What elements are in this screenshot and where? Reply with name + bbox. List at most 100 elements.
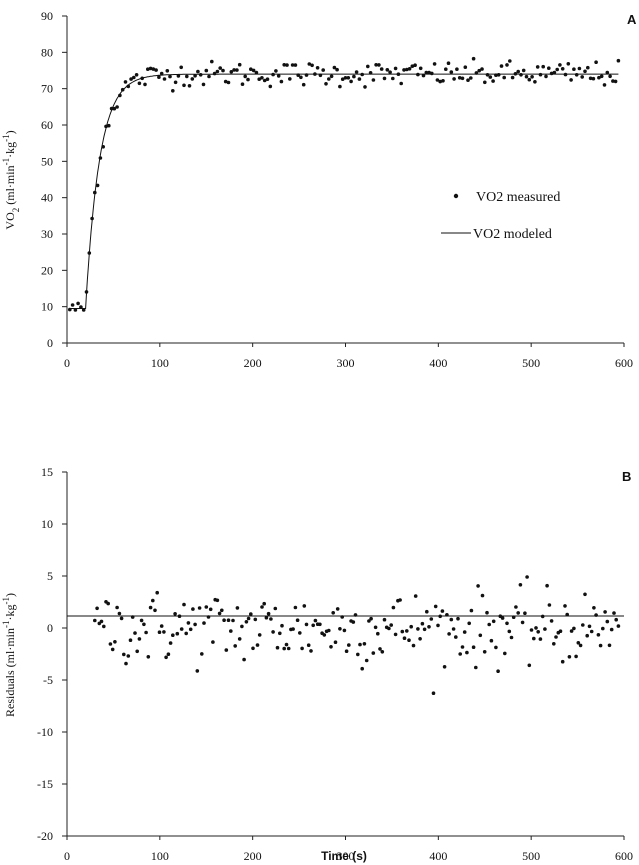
panel-a-x-tick-label: 300 — [337, 356, 355, 370]
residual-point — [110, 647, 115, 652]
vo2-measured-point — [363, 85, 367, 89]
vo2-measured-point — [240, 82, 245, 86]
vo2-measured-point — [463, 65, 468, 69]
vo2-measured-point — [254, 70, 259, 75]
vo2-measured-point — [274, 69, 278, 73]
panel-b-y-tick-label: 10 — [41, 517, 53, 531]
vo2-measured-point — [165, 69, 170, 73]
residual-point — [458, 652, 463, 656]
vo2-measured-point — [143, 82, 147, 87]
vo2-measured-point — [168, 74, 172, 79]
vo2-measured-point — [212, 71, 217, 76]
vo2-measured-point — [388, 70, 392, 74]
legend: VO2 measured VO2 modeled — [441, 190, 560, 242]
residual-point — [233, 644, 237, 648]
residual-point — [333, 640, 338, 644]
residual-point — [266, 611, 271, 616]
residual-point — [451, 627, 456, 631]
vo2-measured-point — [580, 75, 584, 79]
vo2-measured-point — [140, 76, 144, 81]
vo2-measured-point — [262, 78, 267, 83]
residual-point — [139, 618, 144, 623]
vo2-measured-point — [338, 84, 342, 89]
vo2-measured-point — [237, 62, 242, 67]
residual-point — [253, 617, 258, 622]
panel-a-y-tick-label: 10 — [41, 300, 53, 314]
vo2-measured-point — [137, 81, 142, 86]
vo2-measured-point — [251, 68, 256, 73]
residual-point — [208, 607, 213, 612]
residual-point — [427, 625, 431, 629]
vo2-measured-point — [190, 77, 195, 81]
vo2-measured-point — [577, 66, 582, 71]
residual-point — [480, 593, 485, 598]
vo2-measured-point — [268, 84, 273, 89]
residual-point — [235, 606, 240, 610]
vo2-measured-point — [260, 76, 264, 80]
vo2-measured-point — [198, 73, 203, 77]
vo2-measured-point — [379, 67, 384, 71]
residual-point — [500, 616, 505, 620]
residual-point — [409, 624, 414, 629]
residual-point — [153, 608, 157, 613]
residual-point — [126, 654, 131, 658]
panel-b-y-tick-label: 15 — [41, 465, 53, 479]
residual-point — [574, 654, 578, 659]
residual-point — [552, 642, 556, 646]
residual-point — [592, 606, 596, 610]
vo2-measured-point — [399, 81, 404, 86]
vo2-measured-point — [243, 74, 247, 79]
residual-point — [300, 646, 304, 651]
panel-a-x-tick-label: 200 — [244, 356, 262, 370]
panel-b-x-tick-label: 600 — [615, 849, 633, 863]
residual-point — [467, 621, 472, 626]
vo2-measured-point — [340, 77, 345, 81]
residual-point — [244, 620, 249, 624]
vo2-measured-point — [123, 80, 128, 84]
residual-point — [255, 643, 260, 647]
residual-point — [391, 605, 396, 610]
vo2-measured-point — [608, 74, 612, 79]
vo2-measured-point — [120, 87, 125, 92]
residual-point — [527, 663, 532, 668]
vo2-measured-point — [385, 68, 390, 72]
vo2-measured-point — [360, 72, 365, 77]
vo2-measured-point — [396, 72, 401, 76]
vo2-measured-point — [148, 66, 153, 71]
residual-point — [135, 649, 139, 654]
vo2-measured-point — [68, 307, 72, 312]
vo2-measured-point — [393, 66, 398, 71]
residual-point — [204, 605, 209, 609]
residual-point — [565, 612, 569, 617]
vo2-measured-point — [118, 93, 122, 98]
vo2-measured-point — [441, 79, 445, 83]
residual-point — [331, 611, 336, 615]
vo2-measured-point — [563, 72, 568, 77]
residual-point — [567, 655, 572, 659]
residual-point — [95, 606, 99, 611]
residual-point — [422, 627, 427, 632]
residual-point — [563, 604, 567, 608]
vo2-measured-point — [527, 77, 532, 82]
residual-point — [237, 637, 242, 641]
vo2-measured-point — [235, 68, 239, 72]
residual-point — [291, 627, 295, 631]
residual-point — [264, 615, 269, 620]
vo2-measured-point — [613, 79, 618, 84]
vo2-measured-point — [413, 63, 417, 67]
residual-point — [344, 649, 349, 653]
residual-point — [226, 618, 231, 622]
residual-point — [523, 611, 527, 615]
vo2-measured-point — [446, 61, 451, 65]
vo2-measured-point — [421, 73, 426, 78]
panel-a-letter: A — [627, 12, 637, 27]
residual-point — [128, 638, 133, 642]
panel-a-y-tick-label: 50 — [41, 154, 53, 168]
vo2-measured-point — [494, 73, 498, 77]
vo2-measured-point — [249, 67, 253, 71]
vo2-measured-point — [182, 83, 186, 88]
residual-point — [402, 636, 407, 640]
panel-a-y-tick-label: 0 — [47, 336, 53, 350]
vo2-measured-point — [449, 70, 454, 74]
vo2-measured-point — [132, 75, 136, 80]
